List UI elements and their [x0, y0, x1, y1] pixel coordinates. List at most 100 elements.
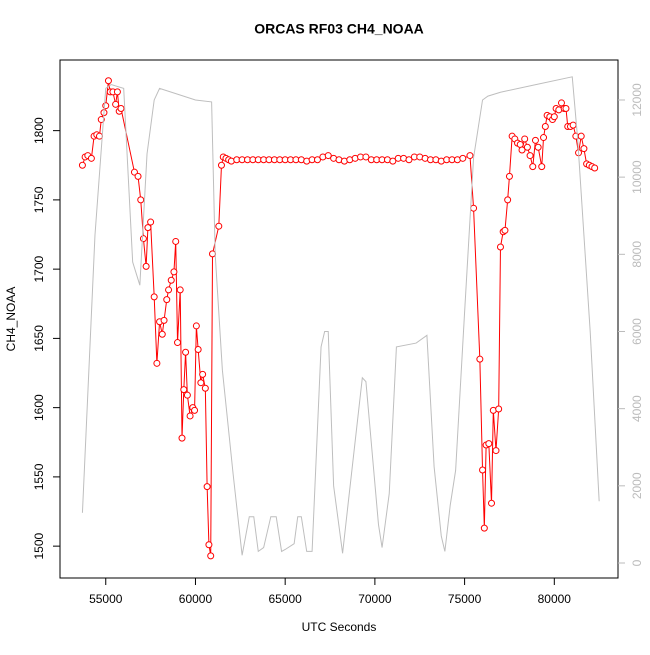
data-point — [153, 359, 161, 367]
data-point — [199, 370, 207, 378]
data-point — [137, 196, 145, 204]
data-point — [580, 145, 588, 153]
data-point — [112, 100, 120, 108]
y-tick-label: 1600 — [32, 394, 46, 421]
data-point — [102, 102, 110, 110]
data-point — [557, 99, 565, 107]
y2-tick-label: 2000 — [630, 472, 644, 499]
y-tick-label: 1550 — [32, 463, 46, 490]
data-point — [205, 541, 213, 549]
data-point — [540, 134, 548, 142]
chart-title: ORCAS RF03 CH4_NOAA — [254, 21, 424, 37]
data-point — [209, 250, 217, 258]
data-point — [480, 524, 488, 532]
y-tick-label: 1800 — [32, 117, 46, 144]
y2-tick-label: 12000 — [630, 83, 644, 117]
data-point — [191, 406, 199, 414]
data-point — [134, 172, 142, 180]
data-point — [95, 132, 103, 140]
data-point — [158, 330, 166, 338]
data-point — [207, 552, 215, 560]
data-point — [174, 339, 182, 347]
data-point — [466, 152, 474, 160]
x-tick-label: 75000 — [448, 592, 482, 606]
data-point — [504, 196, 512, 204]
x-tick-label: 60000 — [179, 592, 213, 606]
data-point — [165, 286, 173, 294]
y2-tick-label: 0 — [630, 559, 644, 566]
y2-tick-label: 4000 — [630, 395, 644, 422]
x-tick-label: 70000 — [358, 592, 392, 606]
x-tick-label: 55000 — [89, 592, 123, 606]
data-point — [183, 391, 191, 399]
data-point — [117, 104, 125, 112]
data-point — [550, 113, 558, 121]
data-point — [194, 345, 202, 353]
data-point — [78, 161, 86, 169]
data-point — [217, 161, 225, 169]
data-point — [476, 355, 484, 363]
data-point — [529, 163, 537, 171]
data-point — [479, 466, 487, 474]
x-axis-label: UTC Seconds — [302, 620, 377, 634]
data-point — [505, 172, 513, 180]
y2-tick-label: 8000 — [630, 241, 644, 268]
data-point — [203, 483, 211, 491]
y-tick-label: 1700 — [32, 255, 46, 282]
data-point — [163, 296, 171, 304]
y-axis-label: CH4_NOAA — [4, 287, 18, 352]
data-point — [492, 447, 500, 455]
data-point — [459, 154, 467, 162]
data-point — [501, 226, 509, 234]
data-point — [215, 222, 223, 230]
data-point — [526, 152, 534, 160]
data-point — [538, 163, 546, 171]
data-point — [167, 276, 175, 284]
plot-box — [59, 59, 619, 579]
data-point — [144, 224, 152, 232]
data-point — [531, 136, 539, 144]
data-point — [496, 243, 504, 251]
data-point — [591, 164, 599, 172]
data-point — [324, 152, 332, 160]
y-tick-label: 1650 — [32, 325, 46, 352]
x-tick-label: 80000 — [538, 592, 572, 606]
data-point — [521, 135, 529, 143]
data-point — [534, 143, 542, 151]
data-point — [485, 440, 493, 448]
data-point — [313, 156, 321, 164]
series-line — [81, 76, 600, 556]
data-point — [541, 122, 549, 130]
data-point — [104, 77, 112, 85]
y2-tick-label: 6000 — [630, 318, 644, 345]
data-point — [562, 104, 570, 112]
data-point — [523, 143, 531, 151]
data-point — [488, 499, 496, 507]
y2-tick-label: 10000 — [630, 160, 644, 194]
data-point — [182, 348, 190, 356]
data-point — [197, 379, 205, 387]
data-point — [405, 156, 413, 164]
data-point — [577, 132, 585, 140]
data-point — [180, 386, 188, 394]
data-point — [97, 116, 105, 124]
y-tick-label: 1750 — [32, 186, 46, 213]
data-point — [147, 218, 155, 226]
data-point — [470, 204, 478, 212]
data-point — [569, 121, 577, 129]
data-point — [172, 237, 180, 245]
data-point — [178, 434, 186, 442]
data-point — [150, 293, 158, 301]
data-point — [186, 412, 194, 420]
data-point — [389, 157, 397, 165]
x-tick-label: 65000 — [268, 592, 302, 606]
data-point — [113, 88, 121, 96]
data-point — [362, 153, 370, 161]
data-point — [139, 235, 147, 243]
data-point — [170, 268, 178, 276]
data-point — [192, 322, 200, 330]
data-point — [518, 146, 526, 154]
data-point — [87, 154, 95, 162]
data-point — [176, 286, 184, 294]
